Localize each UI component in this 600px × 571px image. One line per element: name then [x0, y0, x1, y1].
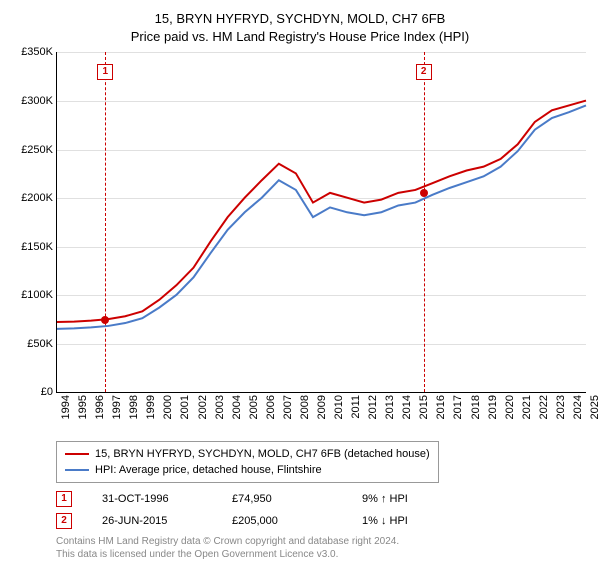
marker-delta: 9% ↑ HPI	[362, 493, 462, 505]
x-tick-label: 2003	[214, 395, 226, 419]
x-tick-label: 2010	[333, 395, 345, 419]
y-tick-label: £350K	[11, 46, 53, 58]
y-tick-label: £100K	[11, 289, 53, 301]
x-tick-label: 1994	[60, 395, 72, 419]
x-tick-label: 2005	[248, 395, 260, 419]
footer: Contains HM Land Registry data © Crown c…	[56, 535, 590, 561]
x-tick-label: 2022	[538, 395, 550, 419]
x-tick-label: 2025	[589, 395, 600, 419]
footer-line-2: This data is licensed under the Open Gov…	[56, 548, 590, 561]
x-tick-label: 2008	[299, 395, 311, 419]
x-tick-label: 2000	[162, 395, 174, 419]
x-tick-label: 2021	[521, 395, 533, 419]
x-tick-label: 1998	[128, 395, 140, 419]
marker-table: 1 31-OCT-1996 £74,950 9% ↑ HPI 2 26-JUN-2015 £…	[56, 491, 590, 529]
x-tick-label: 2020	[504, 395, 516, 419]
footer-line-1: Contains HM Land Registry data © Crown c…	[56, 535, 590, 548]
x-tick-label: 2023	[555, 395, 567, 419]
y-tick-label: £250K	[11, 144, 53, 156]
plot-area: £0£50K£100K£150K£200K£250K£300K£350K12	[56, 52, 586, 393]
y-tick-label: £50K	[11, 338, 53, 350]
marker-date: 31-OCT-1996	[102, 493, 202, 505]
x-tick-label: 1999	[145, 395, 157, 419]
x-tick-label: 2001	[179, 395, 191, 419]
x-tick-label: 2017	[452, 395, 464, 419]
title-line-2: Price paid vs. HM Land Registry's House …	[10, 28, 590, 46]
marker-price: £205,000	[232, 515, 332, 527]
x-tick-label: 2007	[282, 395, 294, 419]
x-tick-label: 2014	[401, 395, 413, 419]
x-tick-label: 2012	[367, 395, 379, 419]
x-tick-label: 1995	[77, 395, 89, 419]
marker-delta: 1% ↓ HPI	[362, 515, 462, 527]
x-axis: 1994 1995 1996 1997 1998 1999 2000 2001 2002 2003…	[56, 393, 586, 433]
y-tick-label: £150K	[11, 241, 53, 253]
x-tick-label: 2015	[418, 395, 430, 419]
x-tick-label: 2016	[435, 395, 447, 419]
legend-row: 15, BRYN HYFRYD, SYCHDYN, MOLD, CH7 6FB …	[65, 446, 430, 462]
x-tick-label: 2002	[197, 395, 209, 419]
x-tick-label: 1997	[111, 395, 123, 419]
legend-label: HPI: Average price, detached house, Flin…	[95, 464, 322, 476]
marker-price: £74,950	[232, 493, 332, 505]
series-hpi	[57, 106, 586, 329]
y-tick-label: £200K	[11, 192, 53, 204]
marker-date: 26-JUN-2015	[102, 515, 202, 527]
legend-swatch	[65, 453, 89, 455]
legend: 15, BRYN HYFRYD, SYCHDYN, MOLD, CH7 6FB …	[56, 441, 439, 483]
chart-lines	[57, 52, 586, 392]
x-tick-label: 2009	[316, 395, 328, 419]
x-tick-label: 2024	[572, 395, 584, 419]
x-tick-label: 2004	[231, 395, 243, 419]
legend-row: HPI: Average price, detached house, Flin…	[65, 462, 430, 478]
marker-id-box: 2	[56, 513, 72, 529]
chart-title: 15, BRYN HYFRYD, SYCHDYN, MOLD, CH7 6FB …	[10, 10, 590, 46]
x-tick-label: 2006	[265, 395, 277, 419]
title-line-1: 15, BRYN HYFRYD, SYCHDYN, MOLD, CH7 6FB	[10, 10, 590, 28]
marker-table-row: 1 31-OCT-1996 £74,950 9% ↑ HPI	[56, 491, 590, 507]
x-tick-label: 2019	[487, 395, 499, 419]
x-tick-label: 2018	[470, 395, 482, 419]
marker-table-row: 2 26-JUN-2015 £205,000 1% ↓ HPI	[56, 513, 590, 529]
legend-swatch	[65, 469, 89, 471]
y-tick-label: £0	[11, 386, 53, 398]
y-tick-label: £300K	[11, 95, 53, 107]
x-tick-label: 2011	[350, 395, 362, 419]
x-tick-label: 2013	[384, 395, 396, 419]
legend-label: 15, BRYN HYFRYD, SYCHDYN, MOLD, CH7 6FB …	[95, 448, 430, 460]
marker-id-box: 1	[56, 491, 72, 507]
x-tick-label: 1996	[94, 395, 106, 419]
